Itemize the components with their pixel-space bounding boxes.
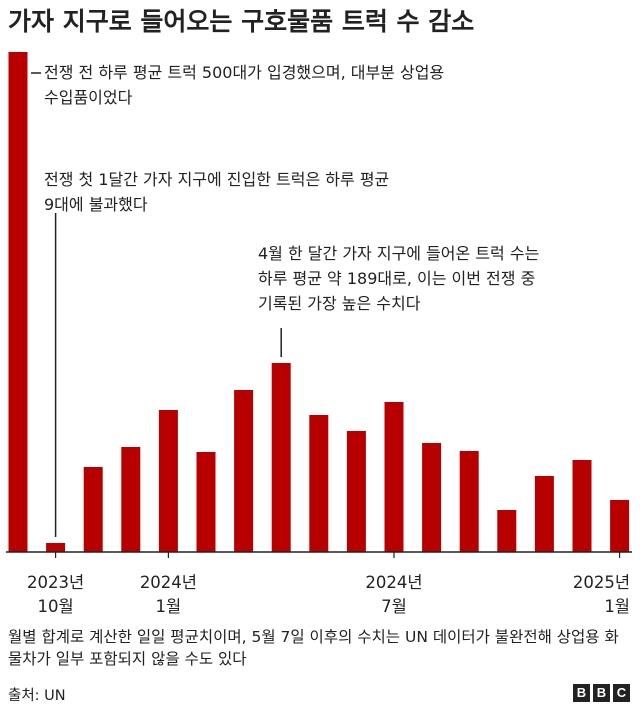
bbc-logo-letter: C — [613, 684, 630, 702]
bar — [271, 363, 291, 552]
x-tick-label: 2024년 — [140, 573, 197, 592]
chart-title: 가자 지구로 들어오는 구호물품 트럭 수 감소 — [8, 7, 475, 36]
x-tick-label: 10월 — [38, 597, 74, 616]
annotation-text: 전쟁 첫 1달간 가자 지구에 진입한 트럭은 하루 평균 — [44, 170, 389, 189]
bar — [346, 431, 366, 552]
x-tick-label: 2023년 — [27, 573, 84, 592]
bar — [8, 52, 28, 552]
bar — [309, 415, 329, 552]
x-tick-label: 2025년 — [573, 573, 630, 592]
footnote: 월별 합계로 계산한 일일 평균치이며, 5월 7일 이후의 수치는 UN 데이… — [8, 628, 619, 668]
bbc-logo-letter: B — [573, 684, 590, 702]
x-tick-labels: 2023년 10월 2024년 1월 2024년 7월 2025년 1월 — [27, 552, 630, 616]
bar — [196, 452, 216, 552]
bbc-logo: B B C — [573, 684, 630, 702]
annotation-text: 수입품이었다 — [44, 88, 133, 107]
annotation-text: 4월 한 달간 가자 지구에 들어온 트럭 수는 — [258, 244, 539, 263]
bar — [459, 451, 479, 552]
bar — [46, 543, 66, 552]
x-tick-label: 1월 — [156, 597, 182, 616]
annotation-text: 9대에 불과했다 — [44, 195, 148, 214]
bar — [534, 476, 554, 552]
bar — [234, 390, 254, 552]
x-tick-label: 7월 — [381, 597, 407, 616]
bar — [497, 510, 517, 552]
bar — [610, 500, 630, 552]
annotation-text: 기록된 가장 높은 수치다 — [258, 294, 421, 313]
bar — [121, 447, 141, 552]
x-tick-label: 1월 — [604, 597, 630, 616]
annotations: 전쟁 전 하루 평균 트럭 500대가 입경했으며, 대부분 상업용수입품이었다… — [44, 63, 539, 313]
source-label: 출처: UN — [8, 688, 66, 704]
bbc-logo-letter: B — [593, 684, 610, 702]
x-tick-label: 2024년 — [365, 573, 422, 592]
annotation-leaders — [31, 72, 282, 537]
bar — [422, 443, 442, 552]
bar — [158, 410, 178, 552]
bar — [384, 402, 404, 552]
bar — [572, 460, 592, 552]
bar-series — [8, 52, 630, 552]
bar-chart: 전쟁 전 하루 평균 트럭 500대가 입경했으며, 대부분 상업용수입품이었다… — [6, 52, 632, 616]
annotation-text: 전쟁 전 하루 평균 트럭 500대가 입경했으며, 대부분 상업용 — [44, 63, 444, 82]
annotation-text: 하루 평균 약 189대로, 이는 이번 전쟁 중 — [258, 269, 535, 288]
bar — [83, 467, 103, 552]
